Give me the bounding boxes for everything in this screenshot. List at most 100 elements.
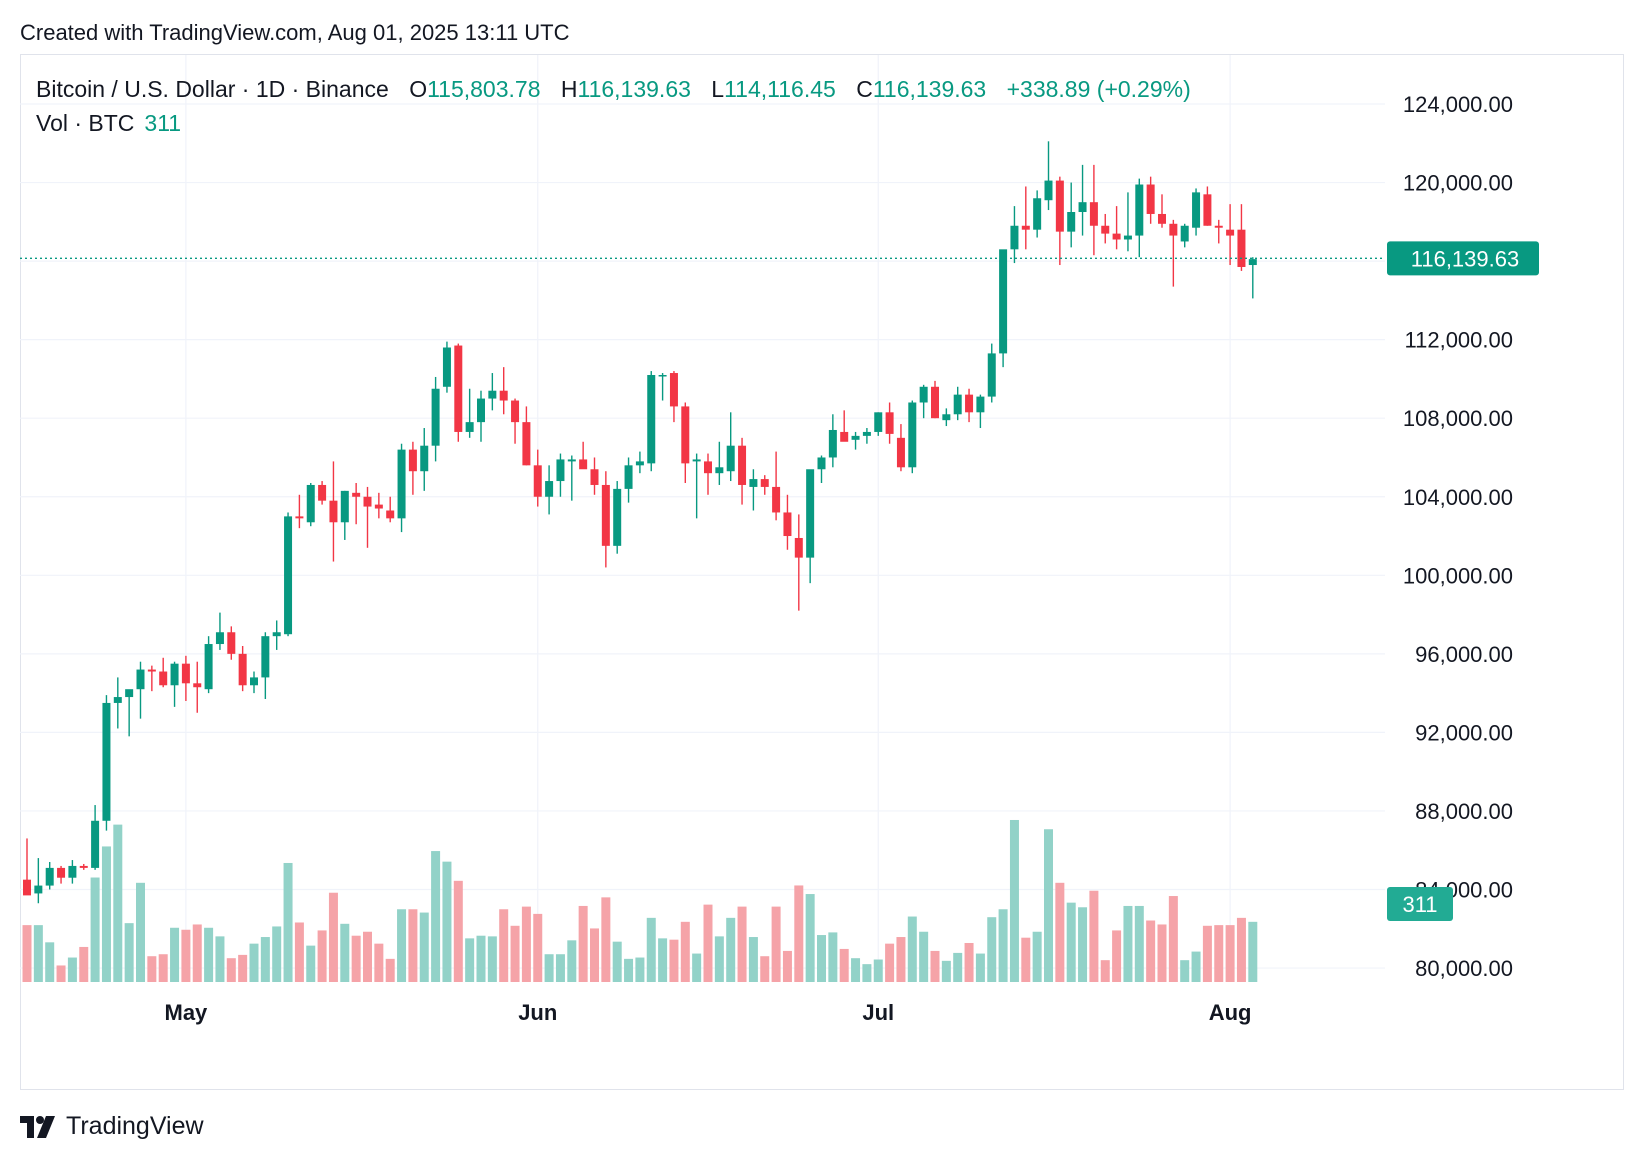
candle[interactable] (374, 492, 383, 519)
candle[interactable] (828, 414, 837, 468)
volume-bar[interactable] (1009, 819, 1019, 982)
volume-bar[interactable] (544, 954, 554, 982)
volume-bar[interactable] (601, 897, 611, 982)
volume-bar[interactable] (567, 940, 577, 982)
volume-bar[interactable] (181, 929, 191, 982)
volume-bar[interactable] (397, 909, 407, 982)
candle[interactable] (1089, 164, 1098, 256)
candle[interactable] (34, 858, 43, 904)
volume-bar[interactable] (839, 948, 849, 982)
candle[interactable] (23, 838, 31, 896)
volume-bar[interactable] (328, 892, 338, 982)
candle[interactable] (79, 863, 88, 870)
candle[interactable] (170, 661, 179, 707)
volume-bar[interactable] (1044, 829, 1053, 982)
volume-bar[interactable] (590, 928, 599, 982)
volume-bar[interactable] (147, 956, 157, 982)
candle[interactable] (431, 376, 440, 462)
volume-bar[interactable] (1180, 960, 1190, 982)
candle[interactable] (91, 805, 100, 870)
volume-bar[interactable] (805, 894, 815, 982)
volume-bar[interactable] (919, 931, 929, 982)
volume-bar[interactable] (521, 906, 531, 982)
candle[interactable] (794, 514, 803, 611)
volume-bar[interactable] (317, 930, 327, 982)
candle[interactable] (397, 443, 406, 533)
candle[interactable] (1237, 204, 1246, 271)
volume-bar[interactable] (885, 943, 895, 982)
volume-bar[interactable] (1021, 937, 1031, 982)
candle[interactable] (647, 371, 656, 472)
candle[interactable] (1101, 213, 1110, 244)
volume-bar[interactable] (692, 953, 702, 982)
volume-bar[interactable] (624, 958, 634, 982)
volume-bar[interactable] (1066, 902, 1076, 982)
candle[interactable] (215, 612, 224, 650)
volume-bar[interactable] (67, 957, 77, 982)
candle[interactable] (329, 461, 338, 562)
volume-bar[interactable] (612, 941, 622, 982)
volume-bar[interactable] (158, 954, 168, 982)
candle[interactable] (1067, 182, 1076, 248)
candle[interactable] (272, 620, 281, 650)
volume-bar[interactable] (930, 950, 940, 982)
candle[interactable] (931, 380, 939, 419)
volume-bar[interactable] (408, 909, 418, 982)
candle[interactable] (68, 860, 77, 884)
candle[interactable] (522, 406, 531, 466)
candle[interactable] (919, 384, 928, 419)
candle[interactable] (1192, 188, 1201, 236)
volume-bar[interactable] (1214, 925, 1224, 982)
candle[interactable] (511, 398, 520, 444)
candle[interactable] (102, 695, 111, 831)
volume-bar[interactable] (987, 917, 997, 982)
candle[interactable] (1226, 204, 1235, 266)
tradingview-logo[interactable]: TradingView (20, 1112, 204, 1141)
volume-bar[interactable] (510, 925, 520, 982)
volume-bar[interactable] (851, 958, 861, 982)
candle[interactable] (1010, 206, 1019, 264)
volume-bar[interactable] (272, 926, 282, 982)
volume-bar[interactable] (192, 924, 202, 982)
volume-bar[interactable] (817, 935, 826, 982)
volume-bar[interactable] (283, 862, 293, 982)
volume-bar[interactable] (124, 923, 134, 982)
volume-bar[interactable] (56, 965, 66, 982)
volume-bar[interactable] (101, 846, 111, 982)
volume-bar[interactable] (340, 923, 350, 982)
volume-bar[interactable] (453, 880, 463, 982)
candle[interactable] (1169, 219, 1178, 287)
volume-bar[interactable] (1112, 930, 1122, 982)
candle[interactable] (295, 494, 304, 529)
candle[interactable] (862, 428, 871, 444)
candle[interactable] (1044, 141, 1053, 211)
candle[interactable] (1078, 164, 1087, 236)
volume-bar[interactable] (680, 921, 690, 982)
candle[interactable] (57, 865, 66, 884)
volume-bar[interactable] (294, 922, 304, 982)
candle[interactable] (488, 373, 497, 411)
volume-bar[interactable] (170, 927, 180, 982)
volume-bar[interactable] (760, 956, 770, 982)
volume-bar[interactable] (726, 917, 736, 982)
volume-bar[interactable] (1123, 905, 1133, 982)
candle[interactable] (238, 645, 247, 692)
candle[interactable] (250, 671, 258, 694)
candle[interactable] (749, 469, 758, 511)
volume-bar[interactable] (431, 851, 441, 982)
volume-bar[interactable] (873, 959, 883, 982)
candle[interactable] (1203, 186, 1212, 226)
candle[interactable] (1180, 223, 1189, 248)
candle[interactable] (181, 655, 190, 701)
candle[interactable] (579, 441, 588, 470)
volume-bar[interactable] (45, 942, 55, 982)
volume-bar[interactable] (907, 916, 917, 982)
candle[interactable] (1123, 192, 1132, 252)
volume-bar[interactable] (1089, 890, 1099, 982)
candle[interactable] (772, 451, 781, 521)
volume-bar[interactable] (669, 939, 679, 982)
candle[interactable] (545, 465, 554, 515)
candle[interactable] (533, 449, 542, 507)
candle[interactable] (45, 862, 54, 890)
